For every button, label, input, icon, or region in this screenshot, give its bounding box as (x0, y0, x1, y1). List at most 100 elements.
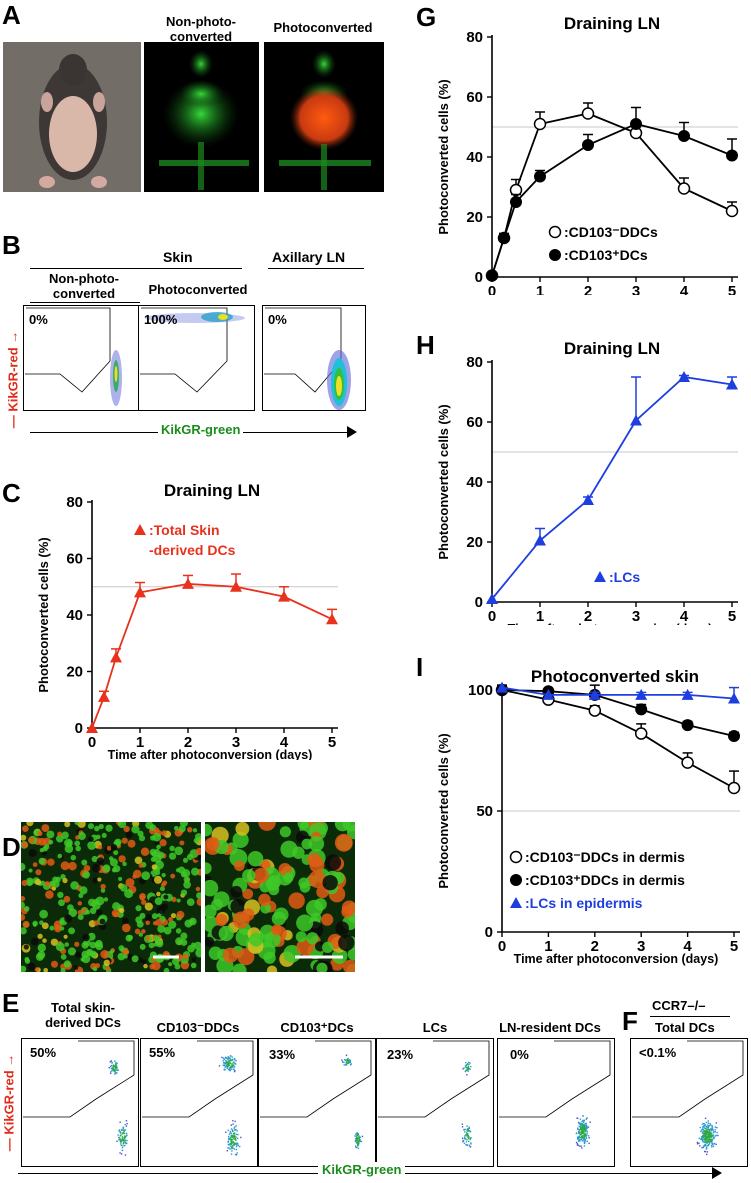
event-dot (463, 1128, 465, 1131)
event-dot (584, 1128, 586, 1131)
cell (168, 852, 177, 860)
event-dot (701, 1138, 703, 1141)
flow-b2-svg (140, 307, 245, 393)
event-dot (713, 1137, 715, 1139)
event-dot (225, 1057, 228, 1059)
event-dot (707, 1127, 709, 1129)
event-dot (704, 1136, 707, 1138)
data-point (486, 593, 498, 604)
cell (112, 902, 121, 911)
cell (28, 868, 33, 873)
cell (265, 877, 280, 891)
cell (77, 901, 83, 906)
cell (99, 918, 106, 925)
y-axis-label: Photoconverted cells (%) (36, 537, 51, 692)
event-dot (110, 1067, 113, 1069)
event-dot (345, 1064, 348, 1066)
cell (123, 954, 128, 959)
event-dot (346, 1058, 349, 1061)
panel-label-g: G (416, 2, 437, 32)
cell (139, 912, 146, 919)
cell (106, 845, 112, 851)
event-dot (466, 1125, 468, 1127)
event-dot (583, 1141, 586, 1144)
event-dot (708, 1140, 710, 1143)
event-dot (712, 1131, 715, 1134)
series-line (491, 376, 733, 600)
cell (324, 854, 342, 871)
cell (141, 959, 147, 965)
event-dot (583, 1129, 585, 1132)
event-dot (231, 1150, 233, 1152)
event-dot (358, 1136, 361, 1139)
cell (124, 889, 134, 899)
cell (26, 822, 34, 827)
event-dot (705, 1135, 707, 1137)
event-dot (341, 1061, 344, 1063)
x-tick-label: 5 (328, 734, 336, 751)
event-dot (585, 1126, 588, 1128)
event-dot (227, 1137, 230, 1139)
event-dot (233, 1129, 236, 1131)
event-dot (227, 1129, 230, 1132)
event-dot (115, 1065, 117, 1068)
event-dot (230, 1059, 232, 1061)
panel-label-b: B (2, 230, 21, 260)
cell (218, 925, 234, 942)
event-dot (586, 1132, 589, 1134)
cell (60, 953, 67, 960)
event-dot (701, 1139, 704, 1141)
event-dot (230, 1140, 232, 1142)
event-dot (709, 1128, 712, 1130)
cell (222, 947, 239, 963)
event-dot (233, 1068, 235, 1070)
panel-label-a: A (2, 0, 21, 30)
event-dot (703, 1126, 705, 1128)
event-dot (466, 1130, 468, 1132)
event-dot (470, 1143, 472, 1145)
cell (122, 917, 129, 925)
event-dot (581, 1126, 583, 1128)
event-dot (122, 1139, 124, 1141)
y-tick-label: 80 (466, 29, 483, 46)
event-dot (232, 1058, 234, 1061)
event-dot (113, 1065, 115, 1067)
event-dot (710, 1144, 713, 1147)
event-dot (705, 1128, 707, 1130)
data-point (134, 586, 146, 598)
event-dot (235, 1133, 238, 1136)
event-dot (361, 1135, 364, 1138)
event-dot (126, 1134, 128, 1137)
event-dot (709, 1134, 711, 1136)
event-dot (229, 1148, 231, 1150)
event-dot (113, 1066, 116, 1068)
event-dot (464, 1128, 466, 1131)
cell (79, 886, 88, 895)
event-dot (467, 1136, 469, 1138)
cell (141, 871, 151, 881)
x-tick-label: 2 (584, 283, 592, 295)
events (218, 1055, 242, 1156)
cell (191, 867, 200, 876)
event-dot (122, 1126, 125, 1129)
event-dot (126, 1122, 128, 1125)
cell (64, 822, 71, 828)
cell (42, 846, 48, 852)
micro2-svg (205, 822, 355, 972)
event-dot (112, 1067, 114, 1070)
cell (61, 831, 69, 840)
event-dot (468, 1136, 470, 1138)
pct-e1: 50% (30, 1045, 57, 1060)
event-dot (583, 1123, 586, 1126)
event-dot (356, 1134, 359, 1137)
legend-marker (510, 897, 522, 908)
cell (63, 934, 68, 939)
cell (174, 846, 184, 856)
event-dot (235, 1154, 238, 1156)
cell (123, 825, 130, 833)
y-tick-label: 0 (75, 720, 83, 737)
cell (45, 890, 54, 899)
cell (77, 913, 84, 920)
cell (101, 832, 107, 839)
cell (230, 898, 246, 915)
